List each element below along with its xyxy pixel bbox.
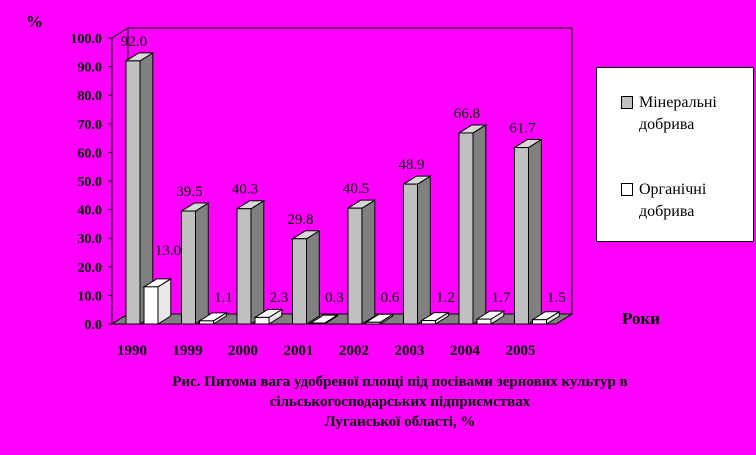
bar-mineral-side	[472, 124, 487, 325]
legend-swatch-organic	[621, 183, 633, 196]
data-label-mineral: 66.8	[454, 106, 480, 122]
bar-mineral-front	[181, 210, 196, 325]
bar-mineral-front	[292, 238, 307, 325]
bar-mineral-front	[347, 207, 363, 325]
data-label-organic: 1.1	[214, 290, 233, 306]
y-tick-label: 50.0	[78, 175, 103, 190]
x-axis-title: Роки	[622, 309, 661, 328]
data-label-mineral: 29.8	[287, 212, 313, 228]
data-label-mineral: 40.5	[343, 181, 369, 197]
y-tick-label: 0.0	[85, 318, 103, 333]
bar-organic-front	[476, 318, 492, 325]
y-tick-label: 40.0	[78, 204, 103, 219]
x-tick-label: 1999	[173, 343, 203, 359]
bar-mineral-front	[403, 183, 418, 325]
bar-organic-front	[310, 322, 325, 325]
data-label-mineral: 40.3	[232, 182, 258, 198]
legend-item-mineral: Мінеральні добрива	[621, 92, 754, 136]
bar-organic-front	[143, 286, 159, 325]
bar-organic-front	[199, 320, 214, 325]
data-label-organic: 0.3	[325, 290, 344, 306]
data-label-mineral: 61.7	[509, 121, 536, 137]
caption-line-2: сільськогосподарських підприємствах	[269, 394, 531, 410]
data-label-organic: 1.2	[436, 290, 455, 306]
y-tick-label: 80.0	[78, 89, 103, 104]
legend-item-organic: Органічні добрива	[621, 179, 754, 223]
bar-mineral-side	[528, 138, 542, 325]
bar-mineral-side	[361, 199, 376, 325]
data-label-mineral: 48.9	[398, 157, 424, 173]
y-tick-label: 70.0	[78, 118, 103, 133]
bar-mineral-side	[195, 202, 209, 325]
x-tick-label: 2001	[284, 343, 314, 359]
data-label-organic: 2.3	[270, 290, 289, 306]
legend-label-mineral: Мінеральні добрива	[639, 94, 717, 133]
caption-line-1: Рис. Питома вага удобреної площі під пос…	[172, 374, 628, 390]
bar-mineral-front	[236, 208, 252, 325]
bar-organic-front	[421, 320, 436, 325]
y-unit-label: %	[26, 12, 43, 31]
y-tick-label: 20.0	[78, 261, 103, 276]
data-label-organic: 0.6	[381, 290, 400, 306]
x-tick-label: 2000	[228, 343, 258, 359]
data-label-mineral: 92.0	[121, 34, 147, 50]
data-label-mineral: 39.5	[176, 184, 202, 200]
bar-organic-front	[254, 316, 270, 325]
bar-mineral-front	[458, 132, 474, 325]
x-tick-label: 2002	[339, 343, 369, 359]
y-tick-label: 90.0	[78, 61, 103, 76]
y-tick-label: 60.0	[78, 146, 103, 161]
bar-mineral-front	[514, 147, 529, 325]
caption-line-3: Луганської області, %	[324, 414, 476, 430]
x-tick-label: 2004	[450, 343, 481, 359]
legend-label-organic: Органічні добрива	[639, 181, 707, 220]
data-label-organic: 13.0	[155, 243, 181, 259]
legend: Мінеральні добрива Органічні добрива	[596, 67, 754, 242]
data-label-organic: 1.5	[547, 290, 566, 306]
bar-mineral-front	[125, 60, 141, 325]
x-tick-label: 1990	[117, 343, 147, 359]
bar-organic-front	[365, 321, 381, 325]
bar-mineral-side	[306, 229, 320, 325]
y-tick-label: 30.0	[78, 232, 103, 247]
bar-mineral-side	[417, 175, 431, 325]
bar-mineral-side	[250, 199, 265, 325]
x-tick-label: 2003	[395, 343, 425, 359]
data-label-organic: 1.7	[492, 290, 511, 306]
y-tick-label: 100.0	[71, 32, 103, 47]
figure-caption: Рис. Питома вага удобреної площі під пос…	[100, 372, 700, 432]
bar-organic-front	[532, 319, 547, 325]
legend-swatch-mineral	[621, 96, 633, 109]
y-tick-label: 10.0	[78, 289, 103, 304]
x-tick-label: 2005	[506, 343, 536, 359]
